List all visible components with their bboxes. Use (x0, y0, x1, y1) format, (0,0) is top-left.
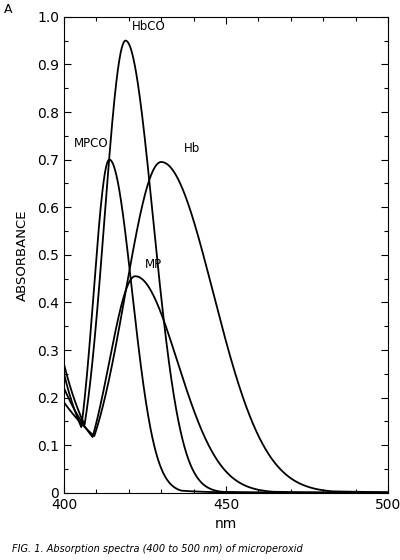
Text: MPCO: MPCO (74, 137, 108, 150)
Text: MP: MP (145, 259, 162, 272)
Text: A: A (4, 3, 12, 16)
Y-axis label: ABSORBANCE: ABSORBANCE (16, 209, 29, 301)
Text: FIG. 1. Absorption spectra (400 to 500 nm) of microperoxid: FIG. 1. Absorption spectra (400 to 500 n… (12, 544, 303, 554)
Text: HbCO: HbCO (132, 21, 166, 34)
X-axis label: nm: nm (215, 517, 237, 531)
Text: Hb: Hb (184, 142, 200, 155)
